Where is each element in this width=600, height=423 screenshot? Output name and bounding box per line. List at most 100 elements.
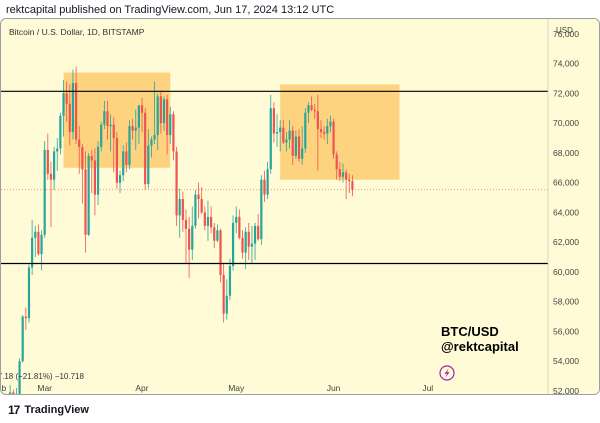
candle <box>244 227 247 269</box>
price-tick-label: 54,000 <box>553 356 579 366</box>
price-tick-label: 58,000 <box>553 297 579 307</box>
candle-body <box>294 136 297 156</box>
candle-body <box>166 99 169 136</box>
candle-body <box>213 227 216 241</box>
candle <box>159 91 162 134</box>
candle <box>147 129 150 189</box>
candle-body <box>178 199 181 216</box>
candle-body <box>9 392 12 394</box>
candle-body <box>65 93 68 104</box>
candle-body <box>40 234 43 255</box>
candle-body <box>134 127 137 131</box>
candle-body <box>266 169 269 195</box>
candle <box>307 102 310 124</box>
candle <box>241 230 244 259</box>
candle-body <box>43 149 46 235</box>
candle-body <box>112 124 115 139</box>
candle-body <box>109 124 112 127</box>
candle <box>90 149 93 194</box>
candle <box>266 161 269 200</box>
candle-body <box>159 96 162 124</box>
candle <box>272 102 275 143</box>
candle <box>137 105 140 144</box>
price-tick-label: 68,000 <box>553 148 579 158</box>
candle <box>112 117 115 173</box>
candle <box>279 120 282 152</box>
candle-body <box>188 228 191 250</box>
candle <box>200 187 203 214</box>
candle-body <box>228 266 232 296</box>
candle <box>351 175 354 197</box>
candle <box>310 96 313 112</box>
candle-body <box>335 154 338 170</box>
candle-body <box>345 172 348 180</box>
candle-body <box>301 148 304 159</box>
candle <box>288 120 291 149</box>
candle <box>18 358 21 394</box>
candle-body <box>235 216 238 223</box>
candle-body <box>275 132 279 134</box>
time-tick-label: b <box>1 383 6 393</box>
candle-body <box>118 175 122 183</box>
candle-body <box>169 114 172 136</box>
currency-label[interactable]: USD <box>556 26 573 35</box>
publish-header: rektcapital published on TradingView.com… <box>0 0 600 22</box>
candle <box>225 279 228 320</box>
candle <box>294 130 297 159</box>
candle <box>250 225 254 264</box>
candle-body <box>162 99 166 124</box>
candle <box>338 161 341 182</box>
candle-body <box>90 155 93 161</box>
candle-body <box>128 126 131 165</box>
candle <box>59 112 62 155</box>
price-chart[interactable]: 72,14160,56865,52110:47:44 52,00054,0005… <box>1 19 600 395</box>
candle-body <box>310 105 313 110</box>
candle <box>122 145 125 182</box>
price-axis[interactable]: 52,000 54,000 56,000 58,000 60,000 62,000 64,0… <box>547 19 600 395</box>
candle <box>184 209 188 264</box>
candle-body <box>62 93 65 116</box>
candle <box>213 222 216 249</box>
time-axis[interactable]: b Mar Apr May Jun Jul <box>1 383 433 393</box>
candle <box>87 152 90 237</box>
candle-body <box>206 216 210 226</box>
candle <box>175 146 178 226</box>
candle-body <box>137 105 140 128</box>
candle <box>115 132 118 189</box>
candle <box>301 126 304 165</box>
candle-body <box>37 231 40 255</box>
candle <box>74 66 78 144</box>
candle <box>84 151 87 253</box>
candle <box>345 169 348 200</box>
candle <box>134 109 137 150</box>
candle <box>9 385 12 394</box>
candle-body <box>323 132 326 134</box>
lightning-icon[interactable] <box>439 365 455 381</box>
candle-body <box>197 194 200 200</box>
candle <box>210 206 213 234</box>
candle <box>156 93 159 150</box>
candle-body <box>225 295 228 314</box>
candle <box>216 224 219 243</box>
chart-panel[interactable]: 72,14160,56865,52110:47:44 52,00054,0005… <box>0 18 600 395</box>
symbol-legend[interactable]: Bitcoin / U.S. Dollar, 1D, BITSTAMP <box>9 27 145 37</box>
candle-body <box>106 111 109 127</box>
candle <box>206 200 210 241</box>
candle <box>235 206 238 234</box>
candle <box>109 114 112 152</box>
candle-body <box>338 169 341 177</box>
candle <box>194 190 197 229</box>
candle <box>37 224 40 256</box>
candle-body <box>27 267 31 319</box>
candle <box>222 263 225 323</box>
candle <box>316 94 319 171</box>
price-tick-label: 56,000 <box>553 326 579 336</box>
time-tick-label: Jun <box>327 383 341 393</box>
candle-body <box>291 130 294 156</box>
candle <box>238 209 241 240</box>
candle <box>62 80 65 137</box>
candle-body <box>49 173 53 180</box>
tradingview-logo[interactable]: 17 TradingView <box>8 403 89 417</box>
candle-body <box>144 112 147 185</box>
candle-body <box>21 316 24 362</box>
